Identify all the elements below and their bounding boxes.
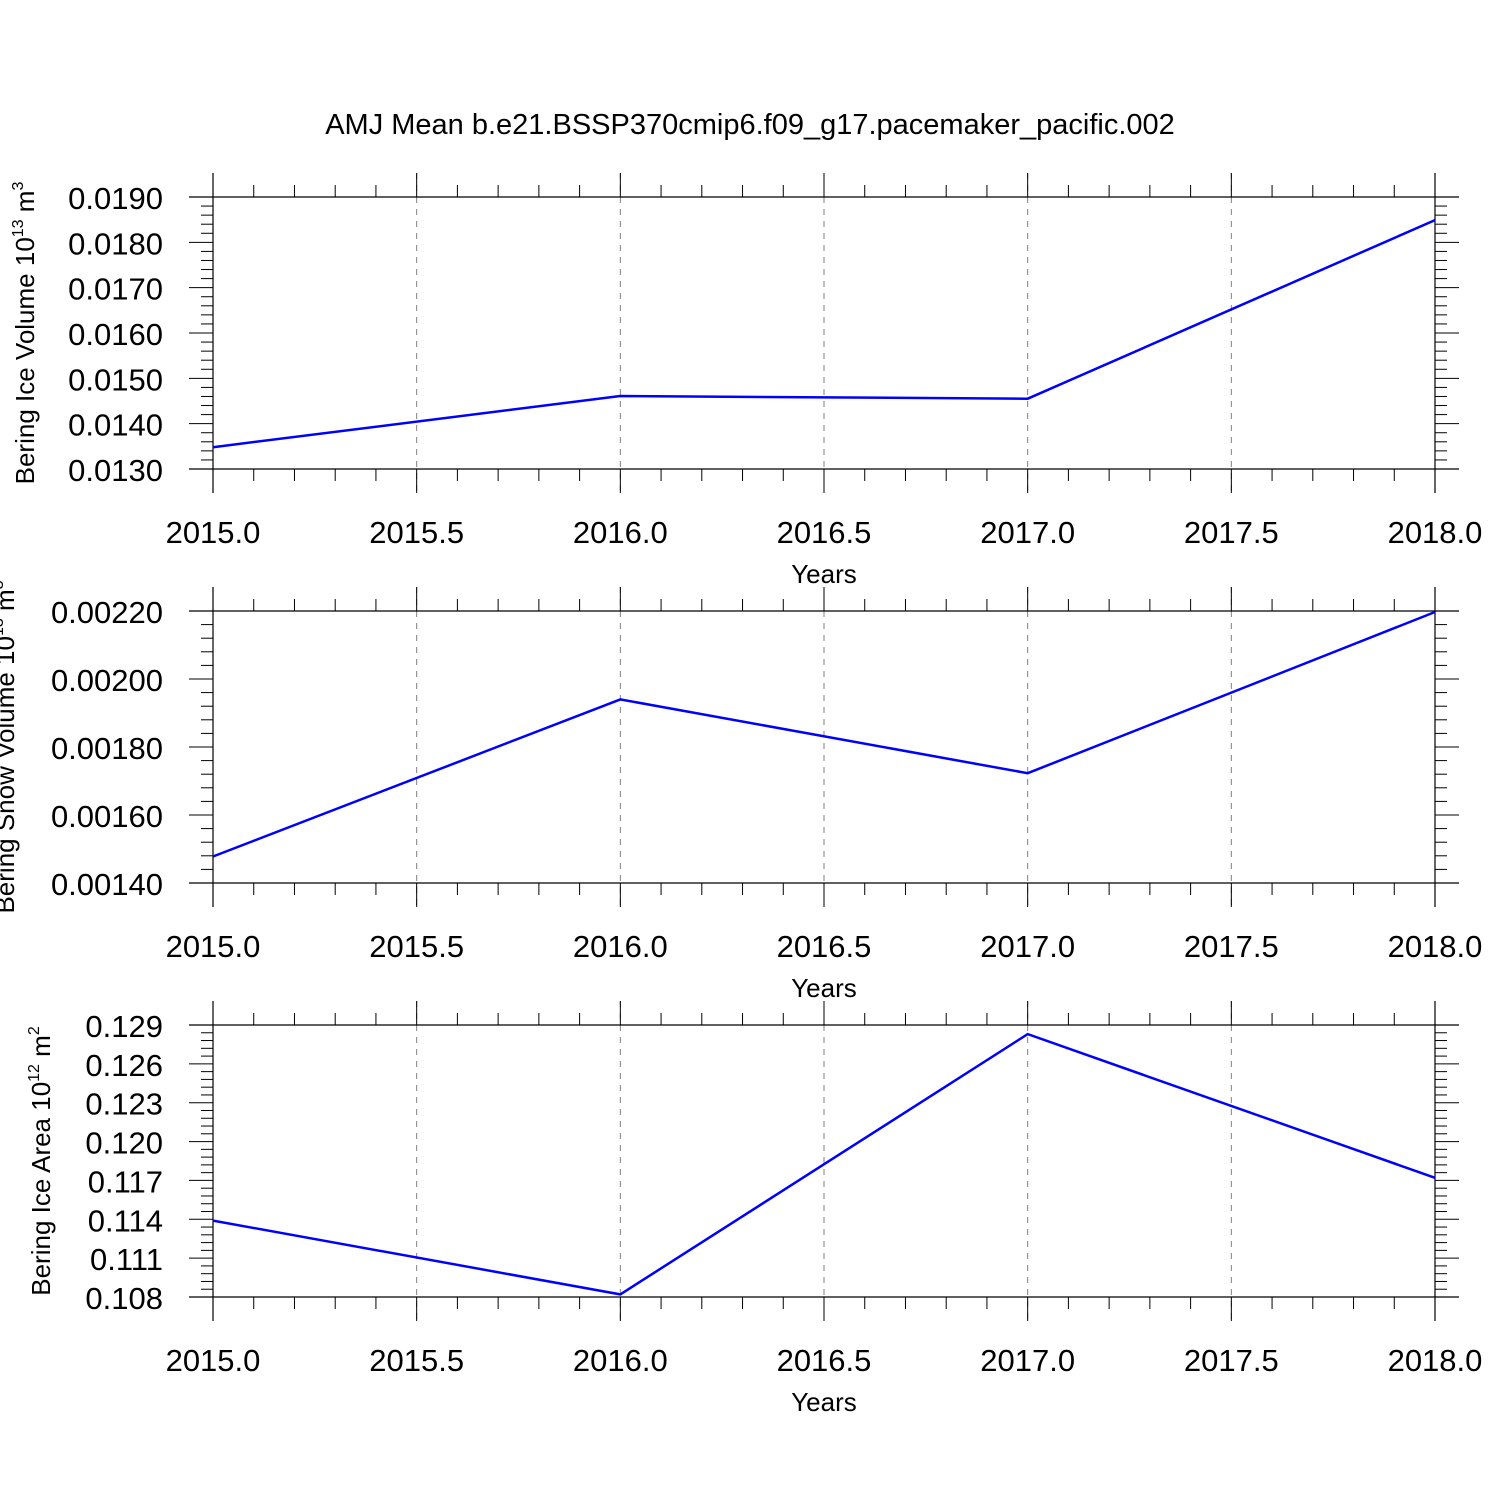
y-tick-label: 0.0140 — [68, 408, 163, 443]
y-tick-label: 0.117 — [88, 1164, 163, 1199]
y-tick-label: 0.0190 — [68, 181, 163, 216]
y-tick-label: 0.126 — [85, 1048, 163, 1083]
x-tick-label: 2016.0 — [573, 1343, 668, 1378]
x-tick-label: 2015.0 — [166, 1343, 261, 1378]
data-series-line — [212, 610, 1436, 858]
data-series-line — [212, 218, 1436, 449]
chart-panel-3: 2015.0 2015.5 2016.0 2016.5 2017.0 2017.5 2018… — [26, 1001, 1482, 1417]
x-tick-label: 2016.0 — [573, 929, 668, 964]
y-axis-label: Bering Snow Volume 1013 m3 — [0, 580, 20, 913]
x-tick-label: 2017.0 — [980, 515, 1075, 550]
x-tick-label: 2015.0 — [166, 929, 261, 964]
figure-title: AMJ Mean b.e21.BSSP370cmip6.f09_g17.pace… — [325, 109, 1175, 141]
y-tick-label: 0.111 — [90, 1242, 163, 1277]
y-tick-label: 0.0130 — [68, 453, 163, 488]
x-tick-label: 2015.5 — [369, 1343, 464, 1378]
x-axis-label: Years — [791, 973, 857, 1003]
x-tick-label: 2017.0 — [980, 929, 1075, 964]
y-tick-label: 0.129 — [85, 1009, 163, 1044]
y-tick-label: 0.123 — [85, 1087, 163, 1122]
y-tick-label: 0.0150 — [68, 362, 163, 397]
y-tick-label: 0.00180 — [51, 731, 163, 766]
x-tick-label: 2015.0 — [166, 515, 261, 550]
x-tick-label: 2015.5 — [369, 515, 464, 550]
x-tick-label: 2016.5 — [777, 929, 872, 964]
x-tick-label: 2017.5 — [1184, 515, 1279, 550]
x-tick-label: 2017.5 — [1184, 929, 1279, 964]
y-axis-label: Bering Ice Volume 1013 m3 — [10, 182, 40, 485]
chart-panel-1: 2015.0 2015.5 2016.0 2016.5 2017.0 2017.5 2018… — [10, 173, 1482, 589]
x-tick-label: 2018.0 — [1388, 929, 1483, 964]
data-series-line — [212, 1032, 1436, 1296]
x-tick-label: 2018.0 — [1388, 1343, 1483, 1378]
y-tick-label: 0.00160 — [51, 799, 163, 834]
y-tick-label: 0.120 — [85, 1126, 163, 1161]
chart-panel-2: 2015.0 2015.5 2016.0 2016.5 2017.0 2017.5 2018… — [0, 580, 1482, 1003]
y-tick-label: 0.0170 — [68, 272, 163, 307]
y-tick-label: 0.114 — [88, 1203, 163, 1238]
x-axis-label: Years — [791, 1387, 857, 1417]
y-tick-label: 0.00140 — [51, 867, 163, 902]
y-tick-label: 0.0180 — [68, 226, 163, 261]
y-tick-label: 0.00220 — [51, 595, 163, 630]
y-tick-label: 0.00200 — [51, 663, 163, 698]
x-axis-label: Years — [791, 559, 857, 589]
x-tick-label: 2018.0 — [1388, 515, 1483, 550]
x-tick-label: 2016.0 — [573, 515, 668, 550]
x-tick-label: 2016.5 — [777, 1343, 872, 1378]
x-tick-label: 2017.5 — [1184, 1343, 1279, 1378]
x-tick-label: 2017.0 — [980, 1343, 1075, 1378]
y-axis-label: Bering Ice Area 1012 m2 — [26, 1026, 56, 1296]
x-tick-label: 2015.5 — [369, 929, 464, 964]
y-tick-label: 0.0160 — [68, 317, 163, 352]
x-tick-label: 2016.5 — [777, 515, 872, 550]
y-tick-label: 0.108 — [85, 1281, 163, 1316]
